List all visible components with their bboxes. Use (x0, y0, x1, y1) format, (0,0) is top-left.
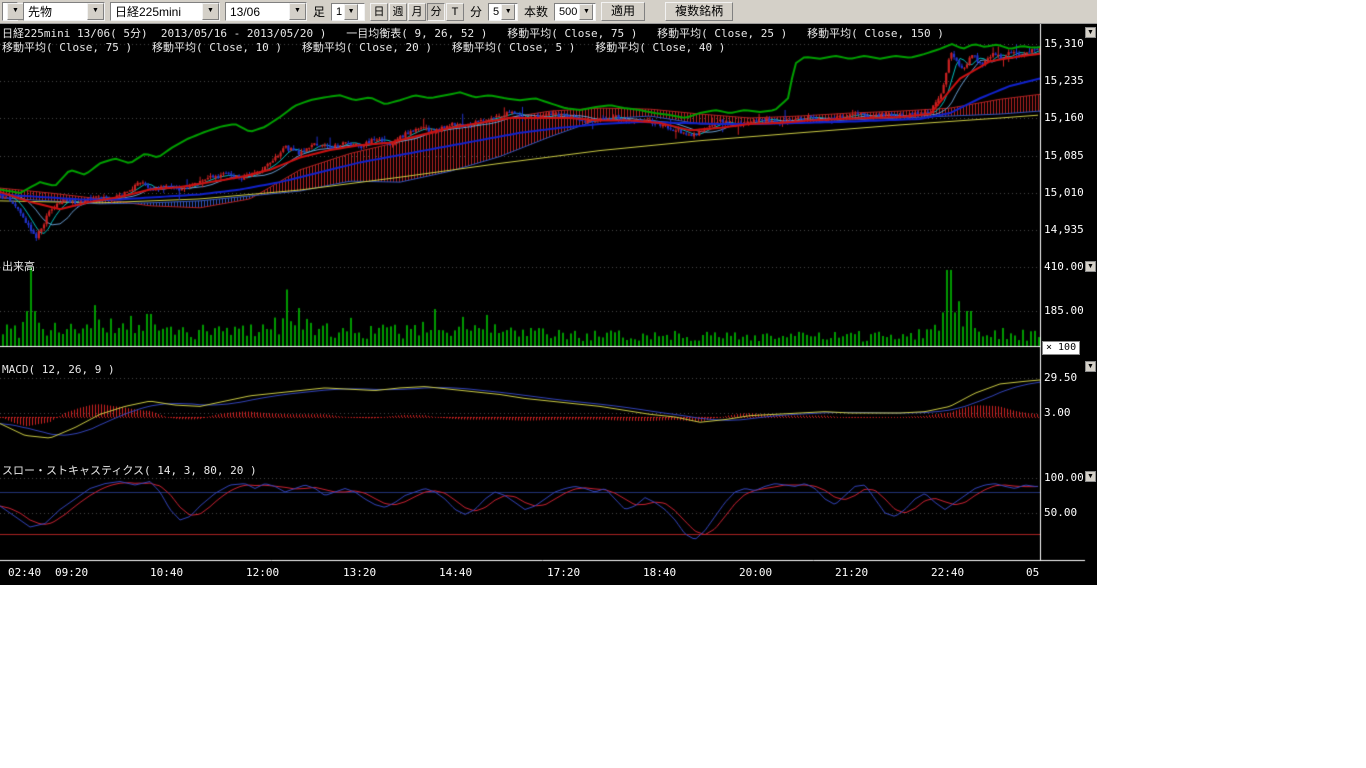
symbol-select[interactable]: 日経225mini ▼ (110, 2, 220, 21)
time-axis-label: 14:40 (439, 566, 473, 579)
macd-axis-label: 29.50 (1044, 371, 1078, 384)
interval-input[interactable]: 1 ▼ (331, 2, 366, 21)
panel-scroll-down-button[interactable]: ▼ (1085, 361, 1096, 372)
left-dropdown[interactable]: ▼ (2, 2, 24, 21)
interval-value: 1 (336, 5, 343, 18)
volume-axis-label: 185.00 (1044, 304, 1084, 317)
time-axis-label: 13:20 (343, 566, 377, 579)
chevron-down-icon: ▼ (579, 3, 594, 20)
panel-scroll-down-button[interactable]: ▼ (1085, 471, 1096, 482)
time-axis-label: 02:40 (8, 566, 42, 579)
stoch-panel-title: スロー・ストキャスティクス( 14, 3, 80, 20 ) (2, 464, 257, 477)
chevron-down-icon: ▼ (289, 3, 306, 20)
time-axis-label: 18:40 (643, 566, 677, 579)
time-axis-label: 10:40 (150, 566, 184, 579)
price-axis-label: 15,085 (1044, 149, 1084, 162)
chevron-down-icon: ▼ (344, 3, 359, 20)
price-axis-label: 15,235 (1044, 74, 1084, 87)
chevron-down-icon: ▼ (202, 3, 219, 20)
period-month-button[interactable]: 月 (408, 2, 427, 21)
minute-label: 分 (470, 5, 483, 19)
count-value: 500 (559, 5, 578, 18)
chart-panel: 日経225mini 13/06( 5分) 2013/05/16 - 2013/0… (0, 24, 1097, 585)
symbol-select-value: 日経225mini (115, 5, 182, 19)
price-axis-label: 14,935 (1044, 223, 1084, 236)
toolbar: ▼ 先物 ▼ 日経225mini ▼ 13/06 ▼ 足 1 ▼ 日 週 月 分… (0, 0, 1097, 24)
panel-scroll-down-button[interactable]: ▼ (1085, 261, 1096, 272)
price-axis-label: 15,310 (1044, 37, 1084, 50)
volume-multiplier-badge: × 100 (1042, 341, 1081, 355)
time-axis-label: 05 (1026, 566, 1040, 579)
time-axis-label: 20:00 (739, 566, 773, 579)
time-axis-label: 22:40 (931, 566, 965, 579)
volume-axis-label: 410.00 (1044, 260, 1084, 273)
chart-canvas[interactable] (0, 24, 1097, 585)
panel-scroll-down-button[interactable]: ▼ (1085, 27, 1096, 38)
period-minute-button[interactable]: 分 (427, 2, 446, 21)
macd-axis-label: 3.00 (1044, 406, 1071, 419)
apply-button[interactable]: 適用 (601, 2, 646, 21)
category-select[interactable]: 先物 ▼ (23, 2, 105, 21)
category-select-value: 先物 (28, 5, 53, 19)
time-axis-label: 12:00 (246, 566, 280, 579)
stoch-axis-label: 100.00 (1044, 471, 1084, 484)
time-axis-label: 09:20 (55, 566, 89, 579)
stoch-axis-label: 50.00 (1044, 506, 1078, 519)
chevron-down-icon: ▼ (501, 3, 516, 20)
price-axis-label: 15,010 (1044, 186, 1084, 199)
count-input[interactable]: 500 ▼ (554, 2, 597, 21)
period-tick-button[interactable]: T (446, 2, 465, 21)
bar-type-label: 足 (313, 5, 326, 19)
minute-input[interactable]: 5 ▼ (488, 2, 519, 21)
chart-header-line2: 移動平均( Close, 75 ) 移動平均( Close, 10 ) 移動平均… (2, 41, 726, 54)
time-axis-label: 17:20 (547, 566, 581, 579)
minute-value: 5 (493, 5, 500, 18)
chart-header-line1: 日経225mini 13/06( 5分) 2013/05/16 - 2013/0… (2, 27, 944, 40)
price-axis-label: 15,160 (1044, 111, 1084, 124)
period-day-button[interactable]: 日 (370, 2, 389, 21)
count-label: 本数 (524, 5, 549, 19)
macd-panel-title: MACD( 12, 26, 9 ) (2, 363, 115, 376)
contract-select[interactable]: 13/06 ▼ (225, 2, 307, 21)
multi-symbol-button[interactable]: 複数銘柄 (665, 2, 734, 21)
volume-panel-title: 出来高 (2, 260, 35, 273)
chevron-down-icon: ▼ (87, 3, 104, 20)
chevron-down-icon: ▼ (7, 3, 24, 20)
time-axis-label: 21:20 (835, 566, 869, 579)
contract-select-value: 13/06 (230, 4, 261, 19)
period-week-button[interactable]: 週 (389, 2, 408, 21)
